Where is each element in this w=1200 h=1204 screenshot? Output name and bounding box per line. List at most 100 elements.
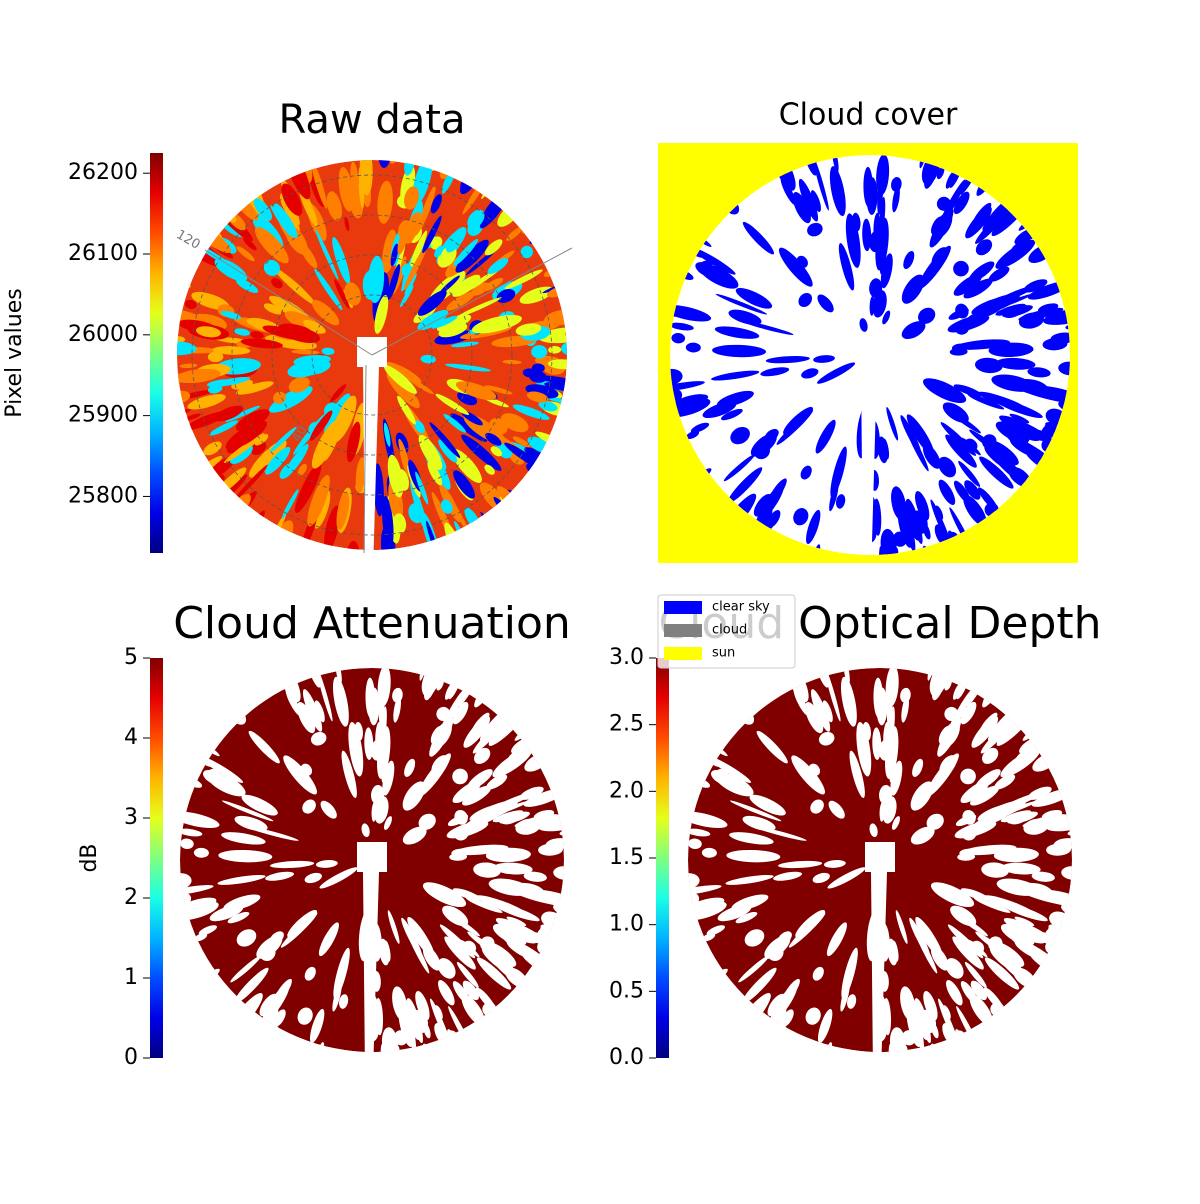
sky-feature xyxy=(963,278,993,299)
sky-feature xyxy=(413,549,429,550)
sky-feature xyxy=(410,230,428,268)
sky-feature xyxy=(447,814,469,827)
sky-feature xyxy=(361,823,370,838)
sky-feature xyxy=(348,559,363,582)
sky-feature xyxy=(915,916,943,959)
sky-feature xyxy=(812,872,830,884)
sky-feature xyxy=(180,792,182,804)
sky-feature xyxy=(180,828,203,837)
sky-feature xyxy=(1041,809,1063,820)
sky-feature xyxy=(548,452,567,467)
colorbar-tick-label: 25800 xyxy=(68,483,138,508)
sky-feature xyxy=(500,1011,516,1028)
sky-feature xyxy=(840,676,857,727)
sky-feature xyxy=(225,686,248,712)
colorbar-tick-label: 5 xyxy=(124,645,138,670)
sky-feature xyxy=(1027,980,1068,1013)
sky-feature xyxy=(688,873,700,890)
sky-feature xyxy=(567,864,590,880)
sky-feature xyxy=(417,310,449,331)
sky-feature xyxy=(810,799,824,814)
sky-feature xyxy=(892,531,907,547)
sky-feature xyxy=(548,937,564,952)
sky-feature xyxy=(490,446,503,457)
sky-feature xyxy=(930,882,975,908)
sky-feature xyxy=(798,178,819,222)
sky-feature xyxy=(414,420,425,434)
sky-feature xyxy=(474,668,495,690)
sky-feature xyxy=(451,160,467,170)
sky-feature xyxy=(335,668,342,685)
sky-feature xyxy=(1015,748,1035,765)
sky-feature xyxy=(415,990,430,1021)
sky-feature xyxy=(671,394,709,409)
sky-feature xyxy=(901,274,925,304)
sky-feature xyxy=(537,749,560,765)
sky-feature xyxy=(538,400,558,412)
sky-feature xyxy=(452,274,481,297)
sky-feature xyxy=(333,947,350,999)
sky-feature xyxy=(451,341,479,348)
sky-feature xyxy=(795,909,826,938)
sky-feature xyxy=(733,686,756,712)
sky-feature xyxy=(1000,923,1035,946)
sky-feature xyxy=(445,363,491,372)
sky-feature xyxy=(967,393,1005,410)
polar-grid xyxy=(311,294,433,416)
sky-feature xyxy=(547,359,567,370)
sky-feature xyxy=(315,229,339,280)
sky-feature xyxy=(227,911,250,924)
sky-feature xyxy=(244,160,270,189)
polar-grid xyxy=(191,174,553,536)
sky-feature xyxy=(320,800,337,819)
sky-feature xyxy=(813,668,830,688)
sky-feature xyxy=(882,310,891,325)
colorbar-tick-label: 0.5 xyxy=(609,978,644,1003)
sun-blocker xyxy=(865,842,895,1052)
sky-feature xyxy=(933,212,953,239)
sky-feature xyxy=(520,208,543,227)
sky-feature xyxy=(303,319,326,334)
sky-feature xyxy=(490,792,534,811)
sky-feature xyxy=(383,364,417,394)
sky-feature xyxy=(1024,390,1070,404)
sky-feature xyxy=(382,760,395,796)
sky-feature xyxy=(895,910,908,944)
polar-axis xyxy=(204,249,373,356)
sky-feature xyxy=(390,243,399,267)
sky-feature xyxy=(777,860,823,869)
sky-feature xyxy=(1059,962,1072,976)
sky-feature xyxy=(1009,438,1039,458)
sky-feature xyxy=(434,330,473,345)
sky-feature xyxy=(207,379,232,387)
colorbar-tick-label: 3.0 xyxy=(609,645,644,670)
sky-feature xyxy=(938,479,956,505)
sky-feature xyxy=(378,669,386,726)
sky-feature xyxy=(948,308,969,320)
sky-feature xyxy=(1062,919,1072,935)
panel-title: Cloud cover xyxy=(779,98,958,133)
sky-feature xyxy=(180,885,214,896)
sky-feature xyxy=(177,341,197,356)
sky-feature xyxy=(764,935,791,959)
sky-feature xyxy=(767,993,786,1017)
sky-feature xyxy=(350,161,359,191)
sky-feature xyxy=(1009,413,1030,424)
sky-feature xyxy=(283,443,309,479)
sky-feature xyxy=(316,860,338,868)
sky-feature xyxy=(829,166,846,217)
sky-feature xyxy=(404,186,420,210)
sky-feature xyxy=(793,508,809,526)
sky-feature xyxy=(520,894,564,908)
sky-feature xyxy=(393,696,402,723)
sky-feature xyxy=(217,874,266,885)
sky-feature xyxy=(402,781,426,811)
sky-feature xyxy=(951,343,968,352)
sky-feature xyxy=(183,413,201,421)
sky-feature xyxy=(691,247,736,275)
sky-feature xyxy=(1007,811,1038,824)
sky-feature xyxy=(955,339,1011,350)
sky-feature xyxy=(507,748,527,765)
sky-feature xyxy=(273,203,298,238)
sky-feature xyxy=(332,237,351,285)
